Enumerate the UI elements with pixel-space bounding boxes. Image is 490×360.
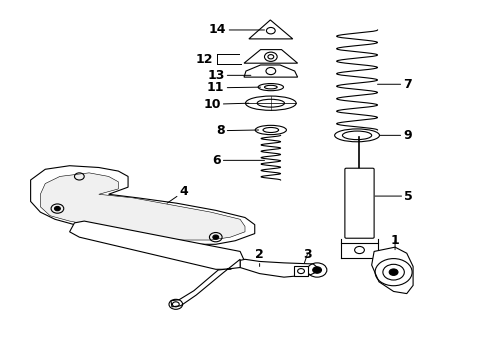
Polygon shape [70,221,245,269]
Polygon shape [30,166,255,244]
FancyBboxPatch shape [345,168,374,238]
Circle shape [313,267,321,273]
Text: 4: 4 [167,185,189,203]
Text: 9: 9 [379,129,412,142]
Text: 13: 13 [207,69,251,82]
Text: 10: 10 [203,98,249,111]
Polygon shape [372,247,413,294]
Text: 14: 14 [209,23,265,36]
Polygon shape [244,50,297,63]
Polygon shape [40,173,245,240]
Text: 1: 1 [391,234,399,249]
Text: 11: 11 [207,81,261,94]
Text: 3: 3 [303,248,312,263]
Text: 8: 8 [216,124,259,137]
Circle shape [389,269,398,275]
Circle shape [54,206,60,211]
Polygon shape [240,259,320,277]
Bar [294,266,308,276]
Polygon shape [171,259,240,307]
Text: 5: 5 [375,190,413,203]
Polygon shape [249,20,293,39]
Polygon shape [244,65,297,77]
Text: 12: 12 [196,53,213,66]
Circle shape [213,235,219,239]
Text: 6: 6 [212,154,265,167]
Text: 7: 7 [377,78,412,91]
Text: 2: 2 [255,248,264,266]
